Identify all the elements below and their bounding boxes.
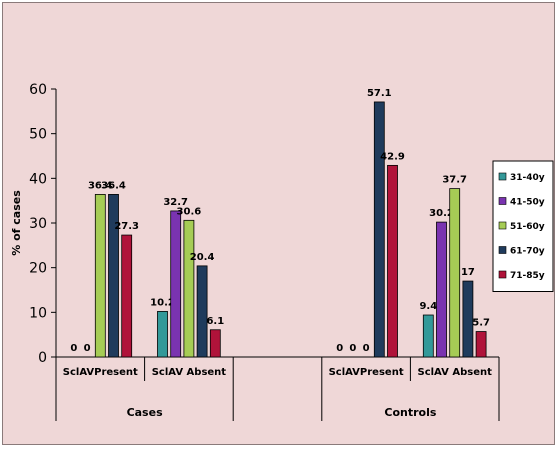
data-label: 30.6 [177, 206, 202, 217]
data-label: 32.7 [163, 197, 188, 208]
data-label: 0 [349, 343, 356, 354]
data-label: 57.1 [367, 88, 392, 99]
bar [475, 331, 487, 358]
bar [121, 234, 133, 358]
chart-frame: 0 10 20 30 40 50 60 % of cases SclAVPresent SclAV… [2, 2, 555, 445]
data-label: 0 [363, 343, 370, 354]
y-tick-label: 60 [29, 82, 47, 98]
data-label: 20.4 [190, 252, 215, 263]
legend-label: 31-40y [510, 173, 545, 183]
data-label: 0 [336, 343, 343, 354]
data-label: 27.3 [114, 221, 139, 232]
bar [436, 221, 447, 358]
bar [449, 188, 461, 358]
bar [170, 210, 182, 358]
y-tick-label: 50 [29, 127, 47, 143]
y-tick-label: 30 [29, 216, 47, 232]
group-label: Controls [384, 406, 436, 419]
bar [209, 329, 221, 358]
category-label: SclAV Absent [418, 367, 493, 378]
bar [462, 280, 474, 358]
bar [157, 311, 168, 358]
bar [94, 194, 106, 358]
bar [387, 164, 398, 358]
bar [108, 194, 119, 358]
bar-chart: 0 10 20 30 40 50 60 % of cases SclAVPresent SclAV… [10, 82, 554, 421]
legend-swatch [498, 197, 507, 205]
legend-swatch [498, 172, 507, 181]
legend-swatch [498, 270, 507, 279]
y-axis-title: % of cases [10, 190, 23, 256]
data-label: 36.4 [101, 180, 126, 191]
data-label: 5.7 [472, 318, 490, 329]
data-label: 36.4 [88, 180, 113, 191]
bar [183, 219, 195, 358]
data-label: 30.2 [429, 208, 454, 219]
data-label: 6.1 [206, 316, 224, 327]
y-tick-label: 0 [38, 350, 47, 366]
legend-swatch [498, 221, 507, 230]
legend-label: 51-60y [510, 222, 545, 232]
category-label: SclAVPresent [329, 367, 404, 378]
legend-label: 61-70y [510, 247, 545, 257]
bar [373, 101, 385, 358]
legend [492, 160, 554, 292]
data-label: 0 [84, 343, 91, 354]
legend-label: 71-85y [510, 271, 545, 281]
category-label: SclAVPresent [63, 367, 138, 378]
y-tick-label: 40 [29, 171, 47, 187]
bar [196, 265, 208, 358]
data-label: 37.7 [442, 175, 467, 186]
data-label: 0 [70, 343, 77, 354]
y-tick-label: 20 [29, 261, 47, 277]
legend-label: 41-50y [510, 198, 545, 208]
data-label: 17 [461, 267, 475, 278]
y-tick-label: 10 [29, 305, 47, 321]
category-label: SclAV Absent [152, 367, 227, 378]
bar [422, 314, 434, 358]
legend-swatch [498, 246, 507, 254]
group-label: Cases [127, 406, 164, 419]
data-label: 9.4 [419, 301, 437, 312]
data-label: 42.9 [380, 151, 405, 162]
data-label: 10.2 [150, 297, 175, 308]
